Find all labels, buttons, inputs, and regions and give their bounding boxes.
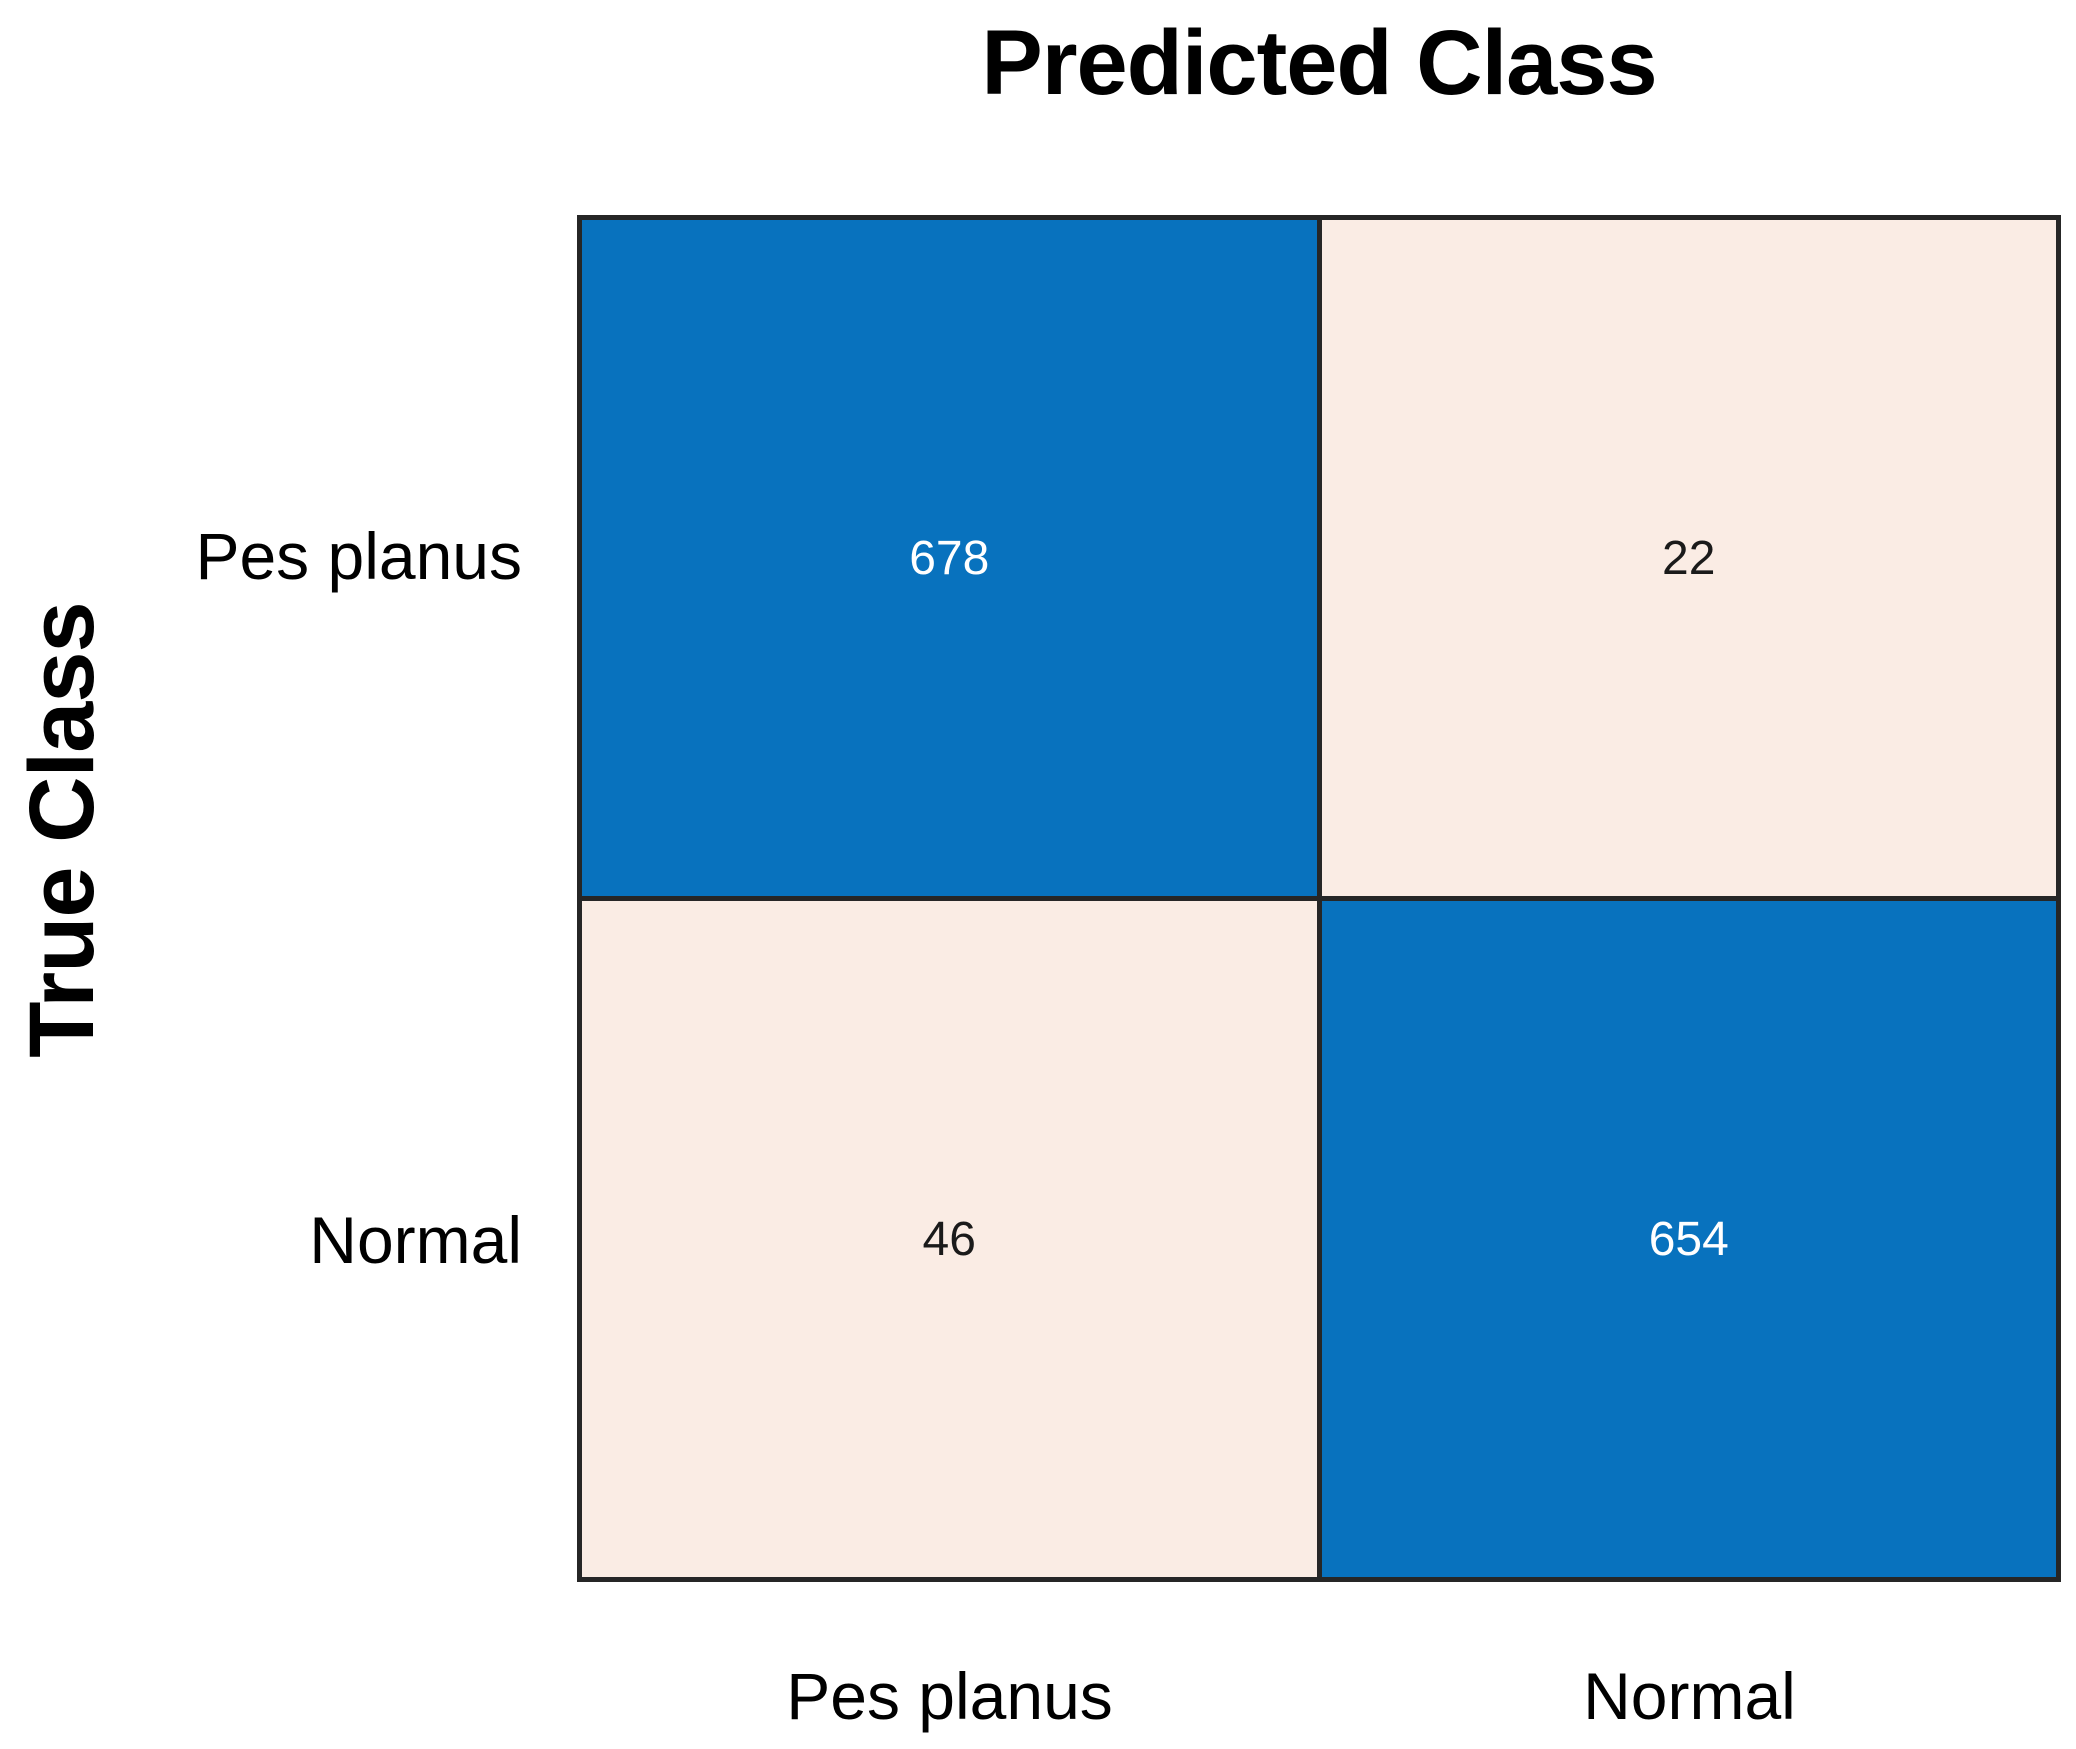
cell-true-pesplanus-pred-normal: 22 xyxy=(1321,220,2056,896)
cell-true-normal-pred-normal: 654 xyxy=(1321,901,2056,1577)
row-tick-label-pes-planus: Pes planus xyxy=(195,519,522,593)
cell-true-normal-pred-pesplanus: 46 xyxy=(582,901,1317,1577)
confusion-matrix-grid: 678 22 46 654 xyxy=(577,215,2061,1582)
predicted-class-title: Predicted Class xyxy=(981,12,1657,114)
true-class-axis-title: True Class xyxy=(11,602,113,1058)
col-tick-label-normal: Normal xyxy=(1583,1659,1796,1733)
cell-true-pesplanus-pred-pesplanus: 678 xyxy=(582,220,1317,896)
row-tick-label-normal: Normal xyxy=(309,1203,522,1277)
col-tick-label-pes-planus: Pes planus xyxy=(786,1659,1113,1733)
